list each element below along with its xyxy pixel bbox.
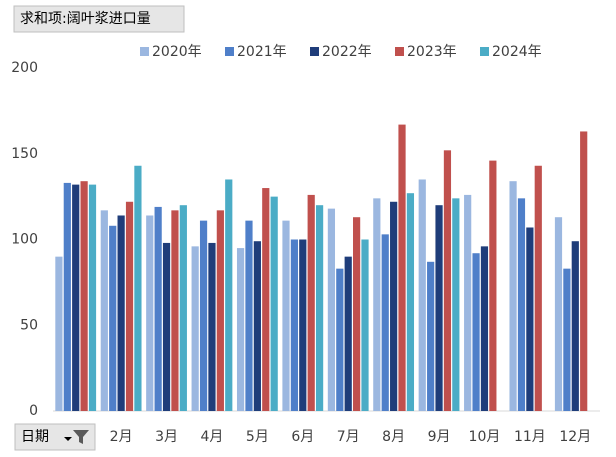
bar bbox=[109, 225, 117, 411]
bar bbox=[571, 241, 579, 411]
bar bbox=[171, 210, 179, 411]
bar bbox=[88, 184, 97, 411]
legend-label: 2021年 bbox=[237, 44, 287, 60]
bar bbox=[245, 220, 253, 411]
bar bbox=[361, 239, 369, 411]
bar bbox=[398, 124, 406, 411]
bar bbox=[216, 210, 224, 411]
axis-field-label: 日期 bbox=[21, 429, 49, 445]
bar bbox=[353, 217, 361, 411]
bar bbox=[154, 206, 162, 411]
x-tick-label: 6月 bbox=[291, 429, 314, 445]
y-tick-label: 200 bbox=[11, 60, 38, 76]
bar bbox=[452, 198, 460, 411]
bar bbox=[509, 181, 517, 411]
legend-swatch bbox=[395, 47, 404, 56]
y-tick-label: 0 bbox=[29, 403, 38, 419]
bar bbox=[534, 165, 542, 411]
bar bbox=[117, 215, 125, 411]
bar bbox=[336, 268, 344, 411]
bar bbox=[381, 234, 389, 411]
bar bbox=[427, 261, 435, 411]
bar bbox=[406, 193, 415, 411]
bar bbox=[472, 253, 480, 411]
legend-label: 2023年 bbox=[407, 44, 457, 60]
bar bbox=[282, 220, 290, 411]
legend-label: 2022年 bbox=[322, 44, 372, 60]
x-tick-label: 5月 bbox=[246, 429, 269, 445]
bar bbox=[517, 198, 526, 411]
bar bbox=[307, 194, 315, 411]
y-tick-label: 50 bbox=[20, 317, 38, 333]
x-tick-label: 8月 bbox=[382, 429, 405, 445]
bar bbox=[344, 256, 352, 411]
x-tick-label: 7月 bbox=[337, 429, 360, 445]
bar bbox=[464, 194, 472, 411]
x-tick-label: 12月 bbox=[559, 429, 591, 445]
bar bbox=[373, 198, 381, 411]
bar bbox=[63, 182, 71, 411]
bar bbox=[489, 160, 497, 411]
bar bbox=[315, 205, 324, 411]
x-tick-label: 10月 bbox=[469, 429, 501, 445]
x-tick-label: 3月 bbox=[155, 429, 178, 445]
bar bbox=[125, 201, 134, 411]
bar bbox=[290, 239, 298, 411]
bar bbox=[526, 227, 534, 411]
value-field-label: 求和项:阔叶浆进口量 bbox=[20, 11, 151, 27]
bar bbox=[299, 239, 307, 411]
bar bbox=[435, 205, 443, 411]
y-tick-label: 150 bbox=[11, 146, 38, 162]
bar bbox=[236, 248, 245, 411]
bar bbox=[418, 179, 426, 411]
legend-label: 2024年 bbox=[492, 44, 542, 60]
legend-swatch bbox=[140, 47, 149, 56]
bar bbox=[390, 201, 398, 411]
bar bbox=[480, 246, 489, 411]
bar bbox=[179, 205, 187, 411]
bar bbox=[262, 188, 270, 411]
bar bbox=[55, 256, 63, 411]
bar bbox=[443, 150, 452, 411]
bar bbox=[191, 246, 199, 411]
legend-label: 2020年 bbox=[152, 44, 202, 60]
x-tick-label: 11月 bbox=[514, 429, 546, 445]
bar bbox=[162, 242, 171, 411]
x-tick-label: 2月 bbox=[110, 429, 133, 445]
y-tick-label: 100 bbox=[11, 232, 38, 248]
bar bbox=[225, 179, 233, 411]
bar bbox=[253, 241, 261, 411]
bar bbox=[554, 217, 563, 411]
bar bbox=[134, 165, 142, 411]
bar bbox=[199, 220, 208, 411]
bar bbox=[580, 131, 588, 411]
axis-field-button[interactable]: 日期 bbox=[14, 423, 96, 451]
legend-swatch bbox=[480, 47, 489, 56]
bar bbox=[563, 268, 571, 411]
x-tick-label: 4月 bbox=[200, 429, 223, 445]
bar bbox=[270, 196, 278, 411]
x-tick-label: 9月 bbox=[428, 429, 451, 445]
bar bbox=[72, 184, 80, 411]
bar bbox=[208, 242, 216, 411]
legend-swatch bbox=[310, 47, 319, 56]
bar bbox=[80, 181, 88, 411]
bar bbox=[146, 215, 154, 411]
value-field-button[interactable]: 求和项:阔叶浆进口量 bbox=[13, 5, 185, 33]
bar bbox=[327, 208, 336, 411]
legend-swatch bbox=[225, 47, 234, 56]
bar bbox=[100, 210, 108, 411]
